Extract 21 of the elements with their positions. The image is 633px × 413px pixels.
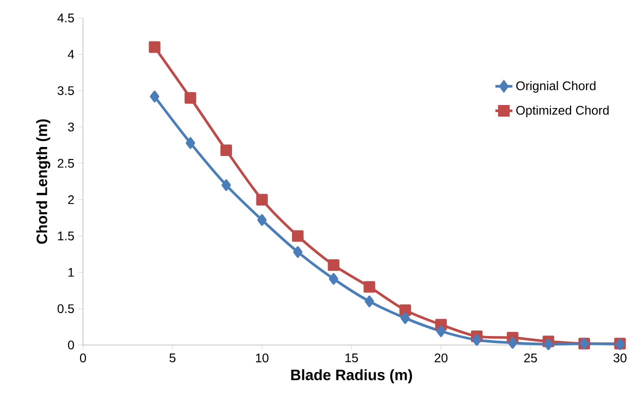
- x-tick-label: 5: [170, 354, 176, 362]
- y-tick-label: 2.5: [58, 158, 74, 168]
- y-tick-label: 3: [68, 122, 74, 132]
- y-tick-label: 3.5: [58, 86, 74, 96]
- y-tick-label: 0: [68, 340, 74, 350]
- legend-label: Optimized Chord: [516, 106, 609, 118]
- y-axis-title: Chord Length (m): [36, 119, 50, 244]
- legend-label: Orignial Chord: [516, 81, 596, 93]
- y-tick-label: 2: [68, 195, 74, 204]
- x-tick-label: 0: [80, 354, 86, 362]
- x-tick-label: 30: [614, 354, 626, 362]
- x-tick-label: 25: [524, 354, 537, 362]
- y-tick-label: 4.5: [57, 14, 74, 22]
- x-tick-label: 20: [434, 354, 448, 362]
- y-tick-label: 1: [68, 268, 74, 277]
- y-tick-label: 4: [68, 50, 74, 59]
- x-axis-title: Blade Radius (m): [291, 369, 412, 384]
- x-tick-label: 15: [346, 354, 358, 362]
- y-tick-label: 0.5: [58, 304, 74, 314]
- y-tick-label: 1.5: [58, 232, 74, 240]
- x-tick-label: 10: [256, 354, 268, 362]
